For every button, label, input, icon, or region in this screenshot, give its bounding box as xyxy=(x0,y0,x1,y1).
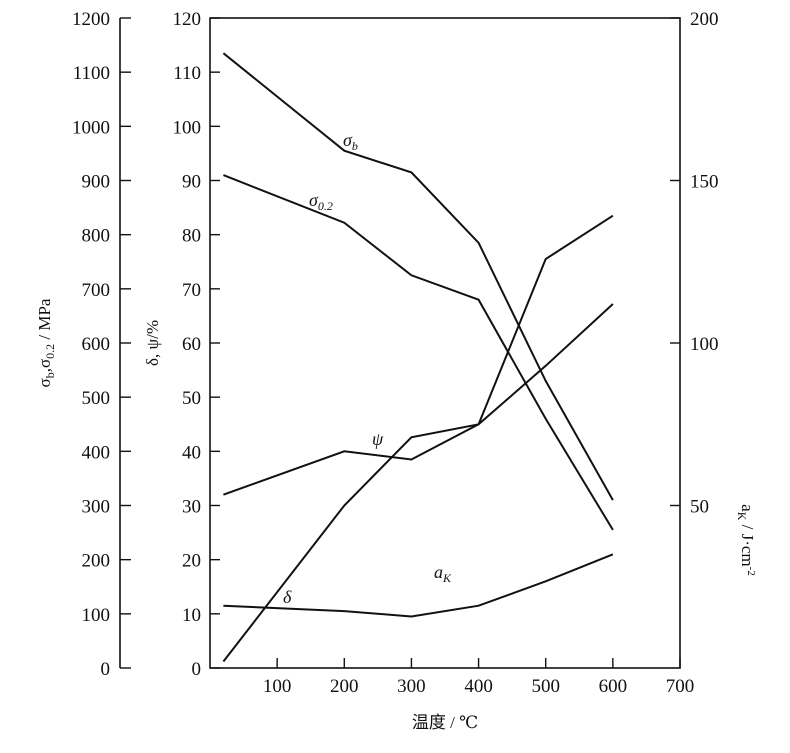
outer-y-tick-label: 600 xyxy=(82,334,111,355)
inner-y-tick-label: 0 xyxy=(192,659,202,680)
right-y-tick-label: 200 xyxy=(690,9,719,30)
outer-y-tick-label: 0 xyxy=(101,659,111,680)
outer-y-tick-label: 300 xyxy=(82,497,111,518)
inner-y-tick-label: 120 xyxy=(173,9,202,30)
series-line-b xyxy=(222,52,614,501)
inner-y-ticks: 0 10 20 30 40 50 60 70 80 90 100 110 120 xyxy=(173,9,220,680)
outer-y-tick-label: 1100 xyxy=(73,63,110,84)
series-label-sigma-02: σ0.2 xyxy=(309,190,333,213)
x-tick-label: 600 xyxy=(599,676,628,697)
outer-y-tick-label: 200 xyxy=(82,551,111,572)
series-line-aK xyxy=(222,303,614,663)
inner-y-tick-label: 70 xyxy=(182,280,201,301)
inner-y-tick-label: 50 xyxy=(182,388,201,409)
outer-y-tick-label: 1200 xyxy=(72,9,110,30)
series-line- xyxy=(223,214,614,496)
inner-y-tick-label: 100 xyxy=(173,117,202,138)
x-tick-label: 400 xyxy=(464,676,493,697)
x-tick-label: 200 xyxy=(330,676,359,697)
x-ticks: 100 200 300 400 500 600 700 xyxy=(263,658,694,697)
outer-y-tick-label: 400 xyxy=(82,442,111,463)
x-tick-label: 700 xyxy=(666,676,695,697)
inner-y-tick-label: 80 xyxy=(182,226,201,247)
series-label-sigma-b: σb xyxy=(343,130,358,153)
inner-y-tick-label: 110 xyxy=(173,63,201,84)
right-y-tick-label: 150 xyxy=(690,172,719,193)
series-line- xyxy=(223,553,614,618)
inner-y-tick-label: 10 xyxy=(182,605,201,626)
inner-y-tick-label: 90 xyxy=(182,172,201,193)
inner-y-tick-label: 40 xyxy=(182,442,201,463)
x-tick-label: 300 xyxy=(397,676,426,697)
x-axis-label: 温度 / ℃ xyxy=(412,713,478,732)
outer-y-tick-label: 800 xyxy=(82,226,111,247)
right-y-ticks: 50 100 150 200 xyxy=(670,9,719,518)
x-tick-label: 500 xyxy=(531,676,560,697)
inner-y-tick-label: 60 xyxy=(182,334,201,355)
outer-y-tick-label: 500 xyxy=(82,388,111,409)
inner-y-axis-label: δ, ψ/% xyxy=(143,320,162,366)
outer-y-axis-label: σb,σ0.2 / MPa xyxy=(35,298,57,387)
series-line-02 xyxy=(223,174,614,531)
right-y-tick-label: 100 xyxy=(690,334,719,355)
right-y-axis-label: aK / J·cm-2 xyxy=(735,504,757,576)
series-label-delta: δ xyxy=(283,587,292,607)
inner-y-tick-label: 30 xyxy=(182,497,201,518)
outer-y-ticks: 0 100 200 300 400 500 600 700 800 900 1000 1100 1200 xyxy=(72,9,131,680)
series-label-psi: ψ xyxy=(372,429,384,449)
series-lines xyxy=(222,52,614,663)
outer-y-tick-label: 700 xyxy=(82,280,111,301)
inner-y-tick-label: 20 xyxy=(182,551,201,572)
outer-y-tick-label: 900 xyxy=(82,172,111,193)
x-tick-label: 100 xyxy=(263,676,292,697)
right-y-tick-label: 50 xyxy=(690,497,709,518)
outer-y-tick-label: 1000 xyxy=(72,117,110,138)
outer-y-tick-label: 100 xyxy=(82,605,111,626)
series-label-ak: aK xyxy=(434,562,452,585)
